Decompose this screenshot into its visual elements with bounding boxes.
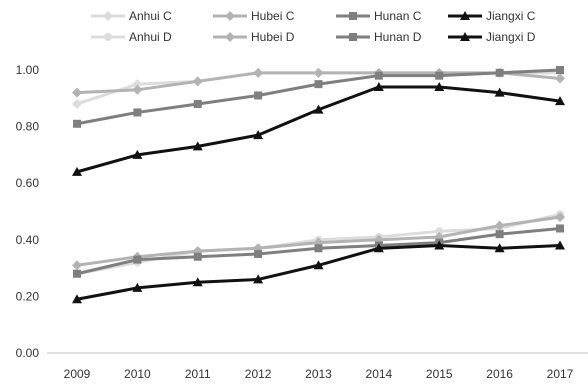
- data-point-jiangxi-c: [192, 141, 203, 151]
- data-point-jiangxi-d: [373, 243, 384, 253]
- x-tick-label: 2017: [547, 367, 574, 381]
- y-tick-label: 0.20: [16, 289, 40, 303]
- data-point-hunan-c: [495, 68, 504, 77]
- legend-marker: [460, 32, 470, 41]
- x-tick-label: 2014: [366, 367, 393, 381]
- x-axis: 2009 2010 2011 2012 2013 2014 2015 2016 2017: [47, 352, 588, 381]
- legend: Anhui C Hubei C Hunan C Jiangxi C Anhui D Hub…: [91, 9, 536, 44]
- data-point-jiangxi-d: [192, 277, 203, 287]
- x-tick-label: 2011: [185, 367, 211, 381]
- y-tick-label: 0.60: [16, 176, 40, 190]
- x-tick-label: 2016: [486, 367, 513, 381]
- data-point-jiangxi-c: [313, 104, 324, 114]
- data-point-hubei-d: [555, 212, 565, 223]
- y-axis: 0.00 0.20 0.40 0.60 0.80 1.00: [16, 63, 40, 360]
- data-point-anhui-c: [72, 98, 82, 109]
- data-point-hunan-d: [314, 244, 323, 253]
- data-point-jiangxi-d: [72, 294, 82, 304]
- data-point-jiangxi-d: [132, 282, 143, 292]
- legend-marker: [225, 32, 235, 42]
- x-tick-label: 2010: [124, 367, 151, 381]
- data-point-jiangxi-d: [494, 243, 505, 253]
- legend-label: Jiangxi D: [486, 30, 536, 44]
- legend-label: Hubei C: [251, 9, 295, 23]
- series-hunan-d: [73, 224, 564, 278]
- legend-item-anhui-c: Anhui C: [91, 9, 172, 23]
- data-point-hunan-c: [73, 119, 81, 128]
- data-point-hunan-d: [73, 269, 81, 278]
- data-point-anhui-d: [435, 227, 444, 236]
- data-point-hunan-c: [314, 80, 323, 89]
- data-point-hubei-c: [313, 67, 324, 78]
- data-point-jiangxi-c: [555, 96, 565, 106]
- y-tick-label: 0.40: [16, 233, 40, 247]
- data-point-hunan-c: [374, 71, 383, 80]
- legend-item-hubei-c: Hubei C: [213, 9, 295, 23]
- legend-item-hunan-c: Hunan C: [336, 9, 422, 23]
- legend-label: Anhui C: [129, 9, 172, 23]
- data-point-hunan-c: [254, 91, 263, 100]
- data-point-hubei-d: [494, 220, 505, 231]
- legend-label: Jiangxi C: [486, 9, 536, 23]
- legend-label: Anhui D: [129, 30, 172, 44]
- data-point-hunan-c: [133, 108, 142, 117]
- legend-marker: [460, 11, 470, 20]
- data-point-anhui-c: [132, 79, 143, 90]
- x-tick-label: 2013: [305, 367, 332, 381]
- y-tick-label: 1.00: [16, 63, 40, 77]
- data-point-hunan-d: [133, 255, 142, 264]
- x-tick-label: 2015: [426, 367, 453, 381]
- data-point-jiangxi-c: [72, 166, 82, 176]
- data-point-hunan-d: [254, 249, 263, 258]
- data-point-jiangxi-c: [253, 130, 264, 140]
- data-point-hunan-c: [556, 66, 564, 74]
- series-jiangxi-c: [72, 81, 565, 176]
- y-tick-label: 0.00: [16, 346, 40, 360]
- legend-item-anhui-d: Anhui D: [91, 30, 172, 44]
- data-point-hunan-d: [556, 224, 564, 233]
- legend-marker: [349, 33, 357, 41]
- series-jiangxi-d: [72, 240, 565, 304]
- data-point-hubei-c: [132, 84, 143, 95]
- legend-label: Hunan C: [374, 9, 422, 23]
- legend-label: Hunan D: [374, 30, 422, 44]
- legend-marker: [104, 33, 112, 41]
- data-point-hubei-c: [253, 67, 264, 78]
- data-point-hunan-c: [193, 99, 202, 108]
- data-point-hubei-c: [555, 73, 565, 84]
- legend-marker: [103, 11, 113, 21]
- data-point-hunan-d: [495, 230, 504, 239]
- series-hunan-c: [73, 66, 564, 128]
- legend-label: Hubei D: [251, 30, 295, 44]
- data-point-jiangxi-c: [373, 81, 384, 91]
- legend-item-hubei-d: Hubei D: [213, 30, 295, 44]
- series-line-jiangxi-d: [76, 243, 561, 301]
- legend-marker: [225, 11, 235, 21]
- data-point-jiangxi-d: [253, 274, 264, 284]
- data-point-jiangxi-d: [434, 240, 445, 250]
- legend-item-jiangxi-d: Jiangxi D: [448, 30, 536, 44]
- data-point-jiangxi-c: [132, 149, 143, 159]
- legend-item-jiangxi-c: Jiangxi C: [448, 9, 536, 23]
- data-point-hunan-d: [193, 252, 202, 261]
- data-point-jiangxi-d: [313, 260, 324, 270]
- data-point-hubei-d: [72, 260, 82, 271]
- plot-area: [72, 66, 565, 304]
- data-point-jiangxi-d: [555, 240, 565, 250]
- y-tick-label: 0.80: [16, 120, 40, 134]
- data-point-hubei-c: [192, 76, 203, 87]
- x-tick-label: 2012: [245, 367, 272, 381]
- legend-item-hunan-d: Hunan D: [336, 30, 422, 44]
- legend-marker: [349, 12, 357, 20]
- series-line-jiangxi-c: [76, 85, 561, 174]
- series-line-hunan-c: [76, 68, 561, 126]
- x-tick-label: 2009: [64, 367, 91, 381]
- data-point-jiangxi-c: [494, 87, 505, 97]
- data-point-jiangxi-c: [434, 81, 445, 91]
- data-point-hunan-c: [435, 71, 444, 80]
- data-point-hubei-c: [72, 87, 82, 98]
